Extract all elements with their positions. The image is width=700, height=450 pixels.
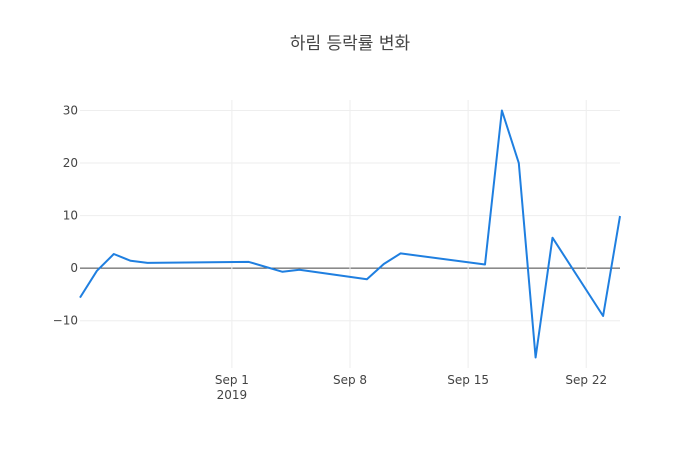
- x-tick-year-label: 2019: [217, 388, 248, 402]
- y-axis-ticks: −10 0 10 20 30: [53, 104, 78, 328]
- y-tick-label: 0: [70, 261, 78, 275]
- x-tick-label: Sep 15: [447, 373, 489, 387]
- y-tick-label: 30: [63, 104, 78, 118]
- series-layer: [79, 109, 621, 359]
- x-tick-label: Sep 22: [565, 373, 607, 387]
- x-tick-label: Sep 8: [333, 373, 367, 387]
- x-tick-label: Sep 1: [215, 373, 249, 387]
- y-tick-label: 20: [63, 156, 78, 170]
- series-line: [79, 109, 621, 359]
- gridlines: [80, 100, 620, 368]
- y-tick-label: −10: [53, 314, 78, 328]
- y-tick-label: 10: [63, 209, 78, 223]
- chart-title: 하림 등락률 변화: [290, 34, 411, 54]
